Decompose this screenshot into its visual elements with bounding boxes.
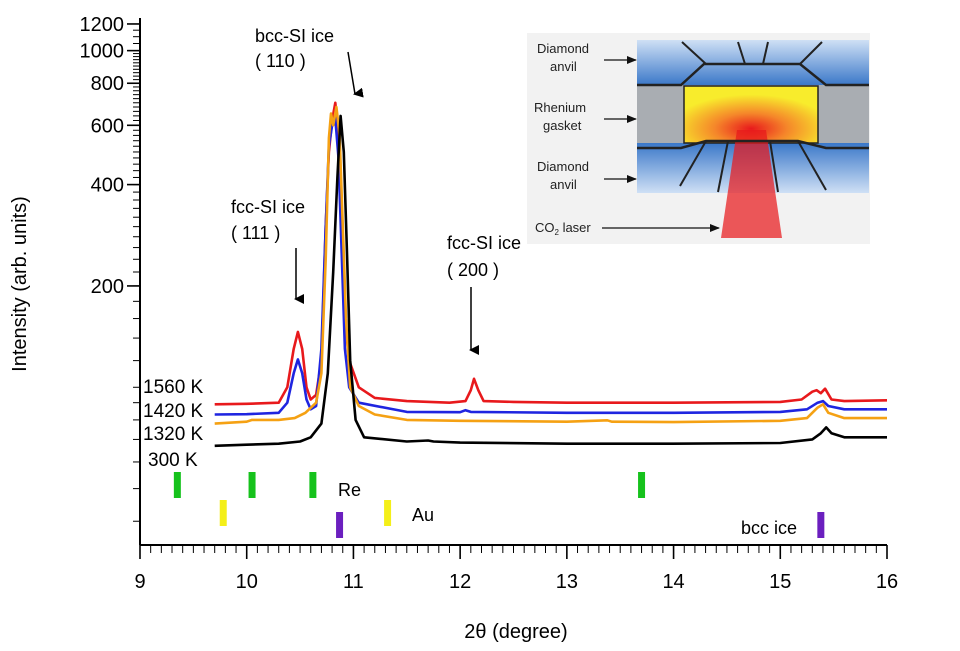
x-tick-label: 15 <box>769 571 791 593</box>
annotation-bcc-110-index: ( 110 ) <box>255 51 306 71</box>
series-label-1320k: 1320 K <box>143 424 204 445</box>
series-label-1420k: 1420 K <box>143 401 204 422</box>
laser-beam <box>721 130 782 238</box>
x-tick-label: 13 <box>556 571 578 593</box>
reference-markers <box>173 472 825 538</box>
inset-co-subscript: 2 <box>555 228 560 237</box>
marker-au <box>219 500 227 526</box>
marker-label-re: Re <box>338 480 361 500</box>
marker-bcc-ice <box>817 512 825 538</box>
inset-label-gasket: gasket <box>543 118 582 133</box>
y-tick-label: 1000 <box>80 41 125 63</box>
annotation-bcc-110-arrow <box>347 51 364 98</box>
top-anvil <box>637 40 869 85</box>
y-tick-label: 800 <box>91 73 124 95</box>
inset-label-rhenium: Rhenium <box>534 100 586 115</box>
inset-label-anvil-top: anvil <box>550 59 577 74</box>
series-label-300k: 300 K <box>148 450 198 471</box>
anvil-facet-lines <box>679 41 827 193</box>
y-tick-label: 400 <box>91 175 124 197</box>
x-tick-label: 10 <box>236 571 258 593</box>
marker-au <box>384 500 392 526</box>
annotation-bcc-110-name: bcc-SI ice <box>255 26 334 46</box>
y-axis-ticks: 200 400 600 800 1000 1200 <box>80 14 140 522</box>
x-tick-label: 11 <box>343 571 364 593</box>
annotation-fcc-111-name: fcc-SI ice <box>231 197 305 217</box>
annotation-fcc-200-name: fcc-SI ice <box>447 233 521 253</box>
series-line-300k <box>214 114 887 448</box>
top-anvil-outline <box>637 62 869 87</box>
series-line-1560k <box>214 101 888 406</box>
marker-re <box>638 472 646 498</box>
marker-re <box>248 472 256 498</box>
marker-bcc-ice <box>336 512 344 538</box>
x-axis-ticks: 9 10 11 12 13 14 15 16 <box>134 545 898 593</box>
marker-re <box>309 472 317 498</box>
y-tick-label: 600 <box>91 115 124 137</box>
series-line-1420k <box>214 116 887 416</box>
dac-inset-diagram: Diamond anvil Rhenium gasket Diamond anv… <box>527 33 870 244</box>
marker-re <box>173 472 181 498</box>
y-axis-title: Intensity (arb. units) <box>9 196 31 372</box>
inset-label-diamond-bottom: Diamond <box>537 159 589 174</box>
marker-label-bcc-ice: bcc ice <box>741 518 797 538</box>
x-tick-label: 14 <box>662 571 684 593</box>
x-tick-label: 12 <box>449 571 471 593</box>
x-tick-label: 16 <box>876 571 898 593</box>
inset-label-co2-laser: CO2 laser <box>535 220 591 237</box>
inset-co: CO <box>535 220 555 235</box>
inset-label-diamond-top: Diamond <box>537 41 589 56</box>
inset-label-anvil-bottom: anvil <box>550 177 577 192</box>
series-layer <box>214 101 888 448</box>
y-tick-label: 200 <box>91 276 124 298</box>
annotation-fcc-111-index: ( 111 ) <box>231 223 280 243</box>
y-tick-label: 1200 <box>80 14 125 36</box>
x-tick-label: 9 <box>134 571 145 593</box>
x-axis-title: 2θ (degree) <box>464 621 567 643</box>
inset-laser: laser <box>559 220 591 235</box>
series-line-1320k <box>214 105 887 425</box>
annotation-fcc-200-index: ( 200 ) <box>447 260 499 280</box>
bottom-anvil-outline <box>637 139 869 150</box>
marker-label-au: Au <box>412 505 434 525</box>
series-label-1560k: 1560 K <box>143 377 204 398</box>
